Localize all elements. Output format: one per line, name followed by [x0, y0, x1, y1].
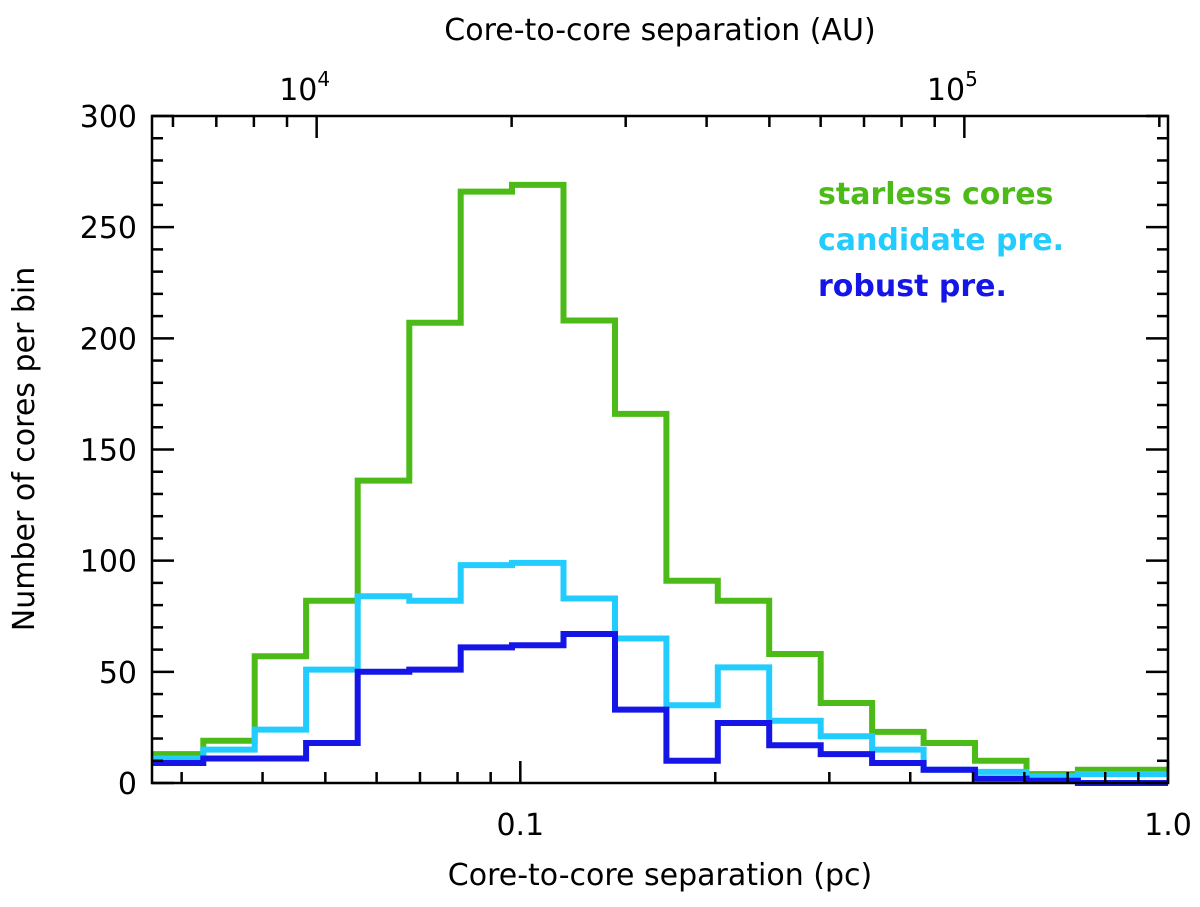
x-tick-label: 0.1 — [496, 808, 544, 843]
legend-item-3: robust pre. — [818, 269, 1007, 304]
y-tick-label: 150 — [80, 434, 137, 469]
y-tick-label: 100 — [80, 545, 137, 580]
y-tick-label: 0 — [118, 767, 137, 802]
tick-layer — [152, 114, 1170, 785]
y-tick-label: 300 — [80, 100, 137, 135]
legend-item-1: starless cores — [818, 177, 1053, 212]
legend-item-2: candidate pre. — [818, 223, 1064, 258]
series-line-3 — [152, 631, 1168, 786]
plot-frame — [150, 114, 1170, 785]
legend: starless cores candidate pre. robust pre. — [818, 177, 1064, 304]
top-x-tick-label: 105 — [927, 67, 978, 108]
series-line-1 — [152, 181, 1168, 778]
top-x-tick-label: 104 — [279, 67, 330, 108]
y-tick-label: 200 — [80, 322, 137, 357]
label-layer: Core-to-core separation (AU) Core-to-cor… — [7, 13, 1192, 893]
x-axis-title: Core-to-core separation (pc) — [448, 858, 872, 893]
series-layer — [152, 181, 1168, 786]
x-tick-label: 1.0 — [1144, 808, 1192, 843]
top-axis-title: Core-to-core separation (AU) — [444, 13, 875, 48]
y-tick-label: 250 — [80, 211, 137, 246]
y-axis-title: Number of cores per bin — [7, 267, 42, 631]
y-tick-label: 50 — [99, 656, 137, 691]
